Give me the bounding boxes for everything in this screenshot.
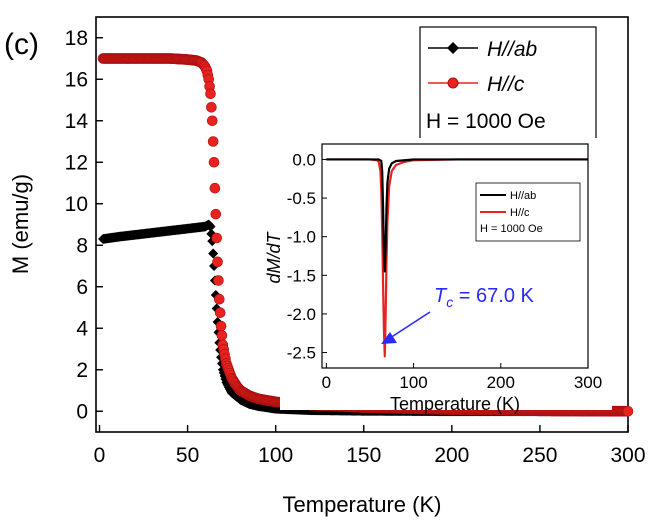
main-plot-frame <box>95 16 629 433</box>
data-point <box>207 136 219 147</box>
inset-series-layer <box>326 158 588 358</box>
inset-x-ticks: 0 100 200 300 <box>322 363 602 392</box>
main-x-tick-label: 0 <box>94 444 106 467</box>
data-point <box>215 320 227 332</box>
main-y-tick-label: 8 <box>76 234 88 257</box>
inset-x-tick-label: 300 <box>574 373 602 392</box>
main-x-tick-label: 200 <box>434 444 469 467</box>
data-point <box>214 307 226 318</box>
tc-annotation: Tc = 67.0 K <box>381 285 534 344</box>
data-point <box>210 208 222 220</box>
data-point <box>216 330 228 341</box>
legend-label-hc: H//c <box>487 73 525 96</box>
inset-legend-note: H = 1000 Oe <box>480 223 543 235</box>
main-x-tick-label: 250 <box>522 444 557 467</box>
main-y-tick-label: 6 <box>76 276 88 299</box>
data-point <box>205 88 216 100</box>
legend-note: H = 1000 Oe <box>426 110 546 133</box>
legend-label-hab: H//ab <box>487 38 538 61</box>
tc-subscript: c <box>446 294 453 310</box>
inset-y-tick-label: -1.5 <box>287 266 316 285</box>
inset-plot-frame <box>321 143 589 369</box>
tc-value: = 67.0 K <box>453 285 534 307</box>
main-y-tick-label: 16 <box>65 68 88 91</box>
inset-y-tick-label: -1.0 <box>287 228 316 247</box>
inset-legend-label-hab: H//ab <box>510 190 536 202</box>
inset-x-axis-label: Temperature (K) <box>390 394 520 414</box>
inset-background <box>280 138 612 410</box>
main-x-tick-label: 150 <box>346 444 381 467</box>
tc-arrow-shaft <box>389 311 431 339</box>
data-point <box>208 156 220 168</box>
main-x-tick-label: 50 <box>176 444 199 467</box>
data-point <box>206 115 218 127</box>
inset-y-tick-label: -0.5 <box>287 189 316 208</box>
panel-label: (c) <box>4 28 39 61</box>
tc-symbol: T <box>434 285 448 307</box>
data-point <box>213 275 224 286</box>
data-point <box>206 101 217 113</box>
main-x-axis-label: Temperature (K) <box>283 492 442 517</box>
main-x-tick-label: 300 <box>610 444 645 467</box>
inset-y-tick-label: -2.0 <box>287 305 316 324</box>
main-legend: H//ab H//c H = 1000 Oe <box>419 26 597 140</box>
main-y-tick-label: 10 <box>65 193 88 216</box>
inset-line-hab <box>326 158 588 273</box>
main-y-tick-label: 12 <box>65 151 88 174</box>
inset-chart: 0 100 200 300 0.0 -0.5 -1.0 -1.5 -2.0 -2.5 Tempe… <box>264 138 612 414</box>
inset-x-tick-label: 200 <box>487 373 515 392</box>
data-point <box>205 221 216 232</box>
tc-arrow-head <box>381 332 397 344</box>
tc-annotation-text: Tc = 67.0 K <box>434 285 534 310</box>
data-point <box>209 182 221 194</box>
main-y-axis-label: M (emu/g) <box>8 174 33 274</box>
main-y-ticks: 0 2 4 6 8 10 12 14 16 18 <box>65 27 103 423</box>
data-point <box>622 405 634 417</box>
inset-y-axis-label: dM/dT <box>264 230 284 283</box>
inset-x-tick-label: 0 <box>322 373 331 392</box>
main-y-tick-label: 2 <box>76 359 88 382</box>
main-y-tick-label: 4 <box>76 317 88 340</box>
main-y-tick-label: 14 <box>65 110 89 133</box>
main-x-tick-label: 100 <box>258 444 293 467</box>
inset-x-tick-label: 100 <box>399 373 427 392</box>
inset-legend: H//ab H//c H = 1000 Oe <box>475 182 581 242</box>
inset-legend-label-hc: H//c <box>510 207 530 219</box>
inset-y-tick-label: -2.5 <box>287 344 316 363</box>
main-y-tick-label: 18 <box>65 27 88 50</box>
inset-y-ticks: 0.0 -0.5 -1.0 -1.5 -2.0 -2.5 <box>287 150 327 363</box>
main-y-tick-label: 0 <box>76 400 88 423</box>
legend-marker-hc <box>447 77 459 89</box>
data-point <box>208 248 219 259</box>
data-point <box>211 232 222 244</box>
data-point <box>214 293 225 305</box>
inset-y-tick-label: 0.0 <box>292 150 316 169</box>
data-point <box>212 256 223 268</box>
legend-marker-hab <box>447 42 459 54</box>
main-x-ticks: 0 50 100 150 200 250 300 <box>94 425 646 467</box>
